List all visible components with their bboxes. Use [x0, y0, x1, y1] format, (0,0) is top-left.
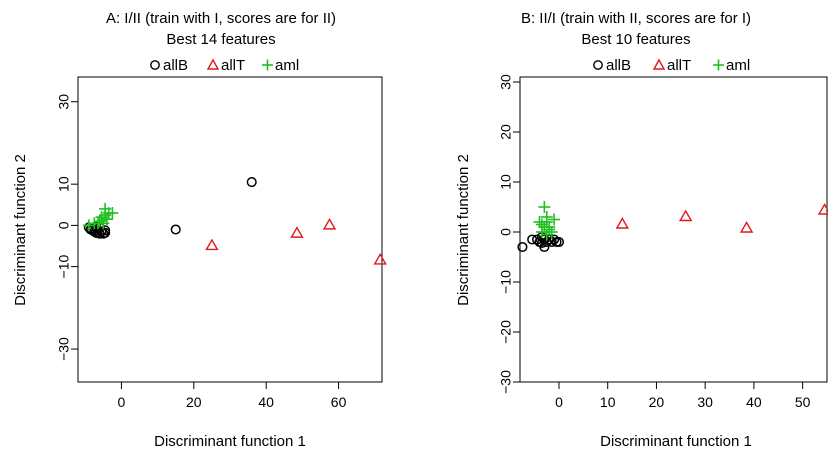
- point-aml: [106, 207, 119, 220]
- point-allT: [817, 203, 828, 215]
- y-axis-label: Discriminant function 2: [455, 154, 472, 306]
- y-tick-label: 10: [56, 176, 72, 192]
- x-tick-label: 20: [186, 394, 202, 410]
- point-allB: [553, 236, 565, 248]
- point-aml: [538, 201, 551, 213]
- y-tick-label: 10: [498, 174, 514, 190]
- x-tick-label: 0: [555, 394, 563, 410]
- y-tick-label: −20: [498, 320, 514, 344]
- y-tick-label: 30: [498, 74, 514, 90]
- point-aml: [548, 213, 561, 226]
- point-allT: [739, 221, 754, 233]
- point-allT: [615, 217, 630, 229]
- legend: allB allT aml: [150, 57, 299, 74]
- plot-frame: [77, 76, 383, 383]
- chart-subtitle: Best 14 features: [166, 31, 275, 48]
- legend-marker-allT: [652, 58, 666, 70]
- x-tick-label: 0: [118, 394, 126, 410]
- y-axis-label: Discriminant function 2: [12, 154, 29, 306]
- legend-label-allT: allT: [667, 57, 691, 74]
- point-allT: [373, 253, 387, 265]
- point-allB: [536, 237, 547, 249]
- point-aml: [545, 226, 558, 238]
- point-allB: [246, 177, 257, 188]
- x-tick-label: 60: [331, 394, 347, 410]
- point-aml: [100, 213, 113, 226]
- y-tick-label: 30: [56, 94, 72, 110]
- legend-label-aml: aml: [726, 57, 750, 74]
- y-tick-label: −10: [498, 270, 514, 294]
- y-tick-label: −10: [56, 255, 72, 279]
- point-allB: [100, 227, 111, 238]
- legend: allB allT aml: [593, 57, 750, 74]
- plot-frame: [519, 76, 828, 383]
- x-tick-label: 40: [746, 394, 762, 410]
- point-allT: [290, 226, 304, 238]
- data-points: [517, 201, 828, 253]
- point-aml: [535, 218, 548, 231]
- x-axis-label: Discriminant function 1: [154, 433, 306, 450]
- panel-b: B: II/I (train with II, scores are for I…: [455, 10, 828, 450]
- legend-label-allB: allB: [163, 57, 188, 74]
- point-aml: [533, 216, 546, 228]
- y-axis: −30 −20 −10 0 10 20 30: [498, 74, 520, 394]
- data-points: [82, 177, 387, 265]
- legend-label-allB: allB: [606, 57, 631, 74]
- x-tick-label: 30: [697, 394, 713, 410]
- y-tick-label: 0: [498, 228, 514, 236]
- point-aml: [91, 217, 104, 230]
- legend-marker-allT: [206, 58, 220, 70]
- y-tick-label: 20: [498, 124, 514, 140]
- y-axis: −30 −10 0 10 30: [56, 94, 78, 361]
- point-allB: [517, 241, 528, 253]
- y-tick-label: 0: [56, 221, 72, 229]
- point-allT: [205, 238, 219, 251]
- point-allB: [549, 234, 560, 245]
- x-axis: 0 10 20 30 40 50: [555, 382, 811, 410]
- point-allB: [170, 224, 181, 235]
- x-tick-label: 40: [258, 394, 274, 410]
- x-tick-label: 20: [649, 394, 665, 410]
- point-allT: [322, 217, 337, 230]
- legend-marker-aml: [262, 59, 273, 71]
- y-tick-label: −30: [498, 370, 514, 394]
- x-tick-label: 50: [795, 394, 811, 410]
- x-axis: 0 20 40 60: [118, 382, 347, 410]
- y-tick-label: −30: [56, 337, 72, 361]
- x-tick-label: 10: [600, 394, 616, 410]
- point-aml: [540, 228, 553, 241]
- chart-title: B: II/I (train with II, scores are for I…: [521, 10, 751, 27]
- point-aml: [543, 221, 556, 233]
- legend-marker-aml: [713, 59, 724, 71]
- x-axis-label: Discriminant function 1: [600, 433, 752, 450]
- legend-marker-allB: [150, 60, 160, 70]
- panel-a: A: I/II (train with I, scores are for II…: [12, 10, 387, 450]
- chart-title: A: I/II (train with I, scores are for II…: [106, 10, 336, 27]
- chart-subtitle: Best 10 features: [581, 31, 690, 48]
- point-aml: [82, 219, 95, 232]
- point-allT: [678, 209, 693, 222]
- legend-marker-allB: [593, 60, 603, 70]
- legend-label-aml: aml: [275, 57, 299, 74]
- legend-label-allT: allT: [221, 57, 245, 74]
